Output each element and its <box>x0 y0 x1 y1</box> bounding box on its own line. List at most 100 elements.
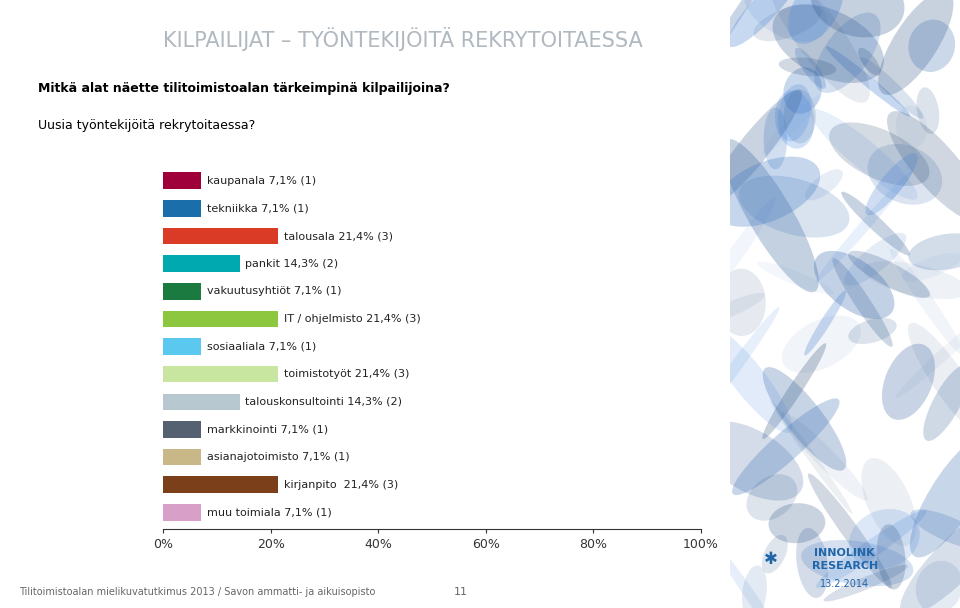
Bar <box>163 393 240 410</box>
Ellipse shape <box>801 540 913 586</box>
Ellipse shape <box>878 0 953 95</box>
Ellipse shape <box>808 474 892 588</box>
Ellipse shape <box>780 412 868 500</box>
Ellipse shape <box>865 153 918 215</box>
Text: Uusia työntekijöitä rekrytoitaessa?: Uusia työntekijöitä rekrytoitaessa? <box>38 119 255 131</box>
Ellipse shape <box>714 157 820 227</box>
Ellipse shape <box>739 176 850 238</box>
Bar <box>163 338 202 355</box>
Text: toimistotyöt 21,4% (3): toimistotyöt 21,4% (3) <box>283 369 409 379</box>
Ellipse shape <box>684 0 781 96</box>
Text: asianajotoimisto 7,1% (1): asianajotoimisto 7,1% (1) <box>206 452 349 462</box>
Text: sosiaaliala 7,1% (1): sosiaaliala 7,1% (1) <box>206 342 316 351</box>
Bar <box>163 200 202 216</box>
Ellipse shape <box>796 528 828 598</box>
Text: talousala 21,4% (3): talousala 21,4% (3) <box>283 231 393 241</box>
Ellipse shape <box>747 474 797 520</box>
Ellipse shape <box>763 108 787 170</box>
Ellipse shape <box>781 316 861 373</box>
Ellipse shape <box>848 250 930 298</box>
Ellipse shape <box>775 91 814 148</box>
Text: Mitkä alat näette tilitoimistoalan tärkeimpinä kilpailijoina?: Mitkä alat näette tilitoimistoalan tärke… <box>38 82 450 95</box>
Ellipse shape <box>890 249 960 356</box>
Ellipse shape <box>699 421 804 500</box>
Ellipse shape <box>868 144 942 205</box>
Ellipse shape <box>743 0 828 41</box>
Ellipse shape <box>896 106 927 148</box>
Ellipse shape <box>826 46 910 117</box>
Bar <box>163 477 278 493</box>
Text: vakuutusyhtiöt 7,1% (1): vakuutusyhtiöt 7,1% (1) <box>206 286 341 296</box>
Ellipse shape <box>757 261 834 294</box>
Ellipse shape <box>861 458 916 546</box>
Bar <box>163 449 202 465</box>
Ellipse shape <box>849 318 897 344</box>
Ellipse shape <box>706 198 776 298</box>
Ellipse shape <box>924 364 960 441</box>
Ellipse shape <box>810 0 904 37</box>
Ellipse shape <box>910 434 960 558</box>
Ellipse shape <box>908 233 960 271</box>
Ellipse shape <box>858 48 880 75</box>
Text: tekniikka 7,1% (1): tekniikka 7,1% (1) <box>206 204 308 213</box>
Text: ✱: ✱ <box>764 550 778 568</box>
Ellipse shape <box>742 565 767 608</box>
Text: Tilitoimistoalan mielikuvatutkimus 2013 / Savon ammatti- ja aikuisopisto: Tilitoimistoalan mielikuvatutkimus 2013 … <box>19 587 375 597</box>
Ellipse shape <box>908 19 955 72</box>
Ellipse shape <box>896 309 960 398</box>
Ellipse shape <box>705 89 803 209</box>
Ellipse shape <box>824 565 908 601</box>
Text: talouskonsultointi 14,3% (2): talouskonsultointi 14,3% (2) <box>246 397 402 407</box>
Ellipse shape <box>767 0 870 103</box>
Ellipse shape <box>700 293 765 324</box>
Ellipse shape <box>771 401 852 514</box>
Ellipse shape <box>876 524 905 590</box>
Ellipse shape <box>762 343 827 439</box>
Ellipse shape <box>841 192 910 255</box>
Ellipse shape <box>788 0 844 44</box>
Text: KILPAILIJAT – TYÖNTEKIJÖITÄ REKRYTOITAESSA: KILPAILIJAT – TYÖNTEKIJÖITÄ REKRYTOITAES… <box>163 27 643 51</box>
Ellipse shape <box>816 510 926 588</box>
Bar <box>163 255 240 272</box>
Text: kirjanpito  21,4% (3): kirjanpito 21,4% (3) <box>283 480 397 489</box>
Ellipse shape <box>783 67 822 114</box>
Bar <box>163 173 202 189</box>
Ellipse shape <box>779 58 836 76</box>
Ellipse shape <box>810 109 918 199</box>
Ellipse shape <box>762 95 822 154</box>
Ellipse shape <box>804 169 843 201</box>
Bar <box>163 283 202 300</box>
Text: 13.2.2014: 13.2.2014 <box>820 579 870 589</box>
Ellipse shape <box>832 258 893 347</box>
Bar <box>163 228 278 244</box>
Text: INNOLINK
RESEARCH: INNOLINK RESEARCH <box>811 548 878 571</box>
Ellipse shape <box>763 367 847 471</box>
Ellipse shape <box>762 535 788 573</box>
Ellipse shape <box>863 261 960 299</box>
Text: markkinointi 7,1% (1): markkinointi 7,1% (1) <box>206 424 328 435</box>
Ellipse shape <box>783 89 816 143</box>
Ellipse shape <box>901 253 960 281</box>
Ellipse shape <box>917 88 939 134</box>
Ellipse shape <box>814 13 880 93</box>
Bar <box>163 311 278 327</box>
Bar <box>163 504 202 520</box>
Ellipse shape <box>713 542 789 608</box>
Bar <box>163 421 202 438</box>
Ellipse shape <box>829 122 929 186</box>
Ellipse shape <box>910 510 960 550</box>
Ellipse shape <box>908 323 960 438</box>
Text: kaupanala 7,1% (1): kaupanala 7,1% (1) <box>206 176 316 185</box>
Text: 11: 11 <box>454 587 468 597</box>
Ellipse shape <box>849 509 920 569</box>
Ellipse shape <box>717 269 766 336</box>
Ellipse shape <box>754 4 822 41</box>
Ellipse shape <box>795 48 826 89</box>
Bar <box>163 366 278 382</box>
Ellipse shape <box>732 398 840 495</box>
Text: IT / ohjelmisto 21,4% (3): IT / ohjelmisto 21,4% (3) <box>283 314 420 324</box>
Text: muu toimiala 7,1% (1): muu toimiala 7,1% (1) <box>206 508 331 517</box>
Ellipse shape <box>814 251 895 319</box>
Ellipse shape <box>706 325 792 433</box>
Ellipse shape <box>916 561 960 608</box>
